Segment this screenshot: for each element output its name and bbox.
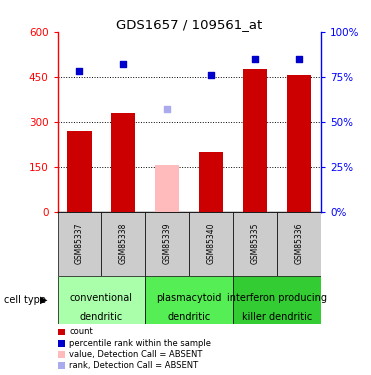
- Text: killer dendritic: killer dendritic: [242, 312, 312, 322]
- Text: GSM85335: GSM85335: [250, 223, 260, 264]
- Bar: [111, 113, 135, 212]
- Text: interferon producing: interferon producing: [227, 292, 327, 303]
- Text: GSM85337: GSM85337: [75, 223, 84, 264]
- Text: value, Detection Call = ABSENT: value, Detection Call = ABSENT: [69, 350, 203, 359]
- Text: ▶: ▶: [40, 295, 47, 305]
- Bar: [233, 276, 321, 324]
- Bar: [145, 276, 233, 324]
- Text: percentile rank within the sample: percentile rank within the sample: [69, 339, 211, 348]
- Text: GSM85336: GSM85336: [295, 223, 303, 264]
- Text: plasmacytoid: plasmacytoid: [157, 292, 222, 303]
- Point: [76, 69, 82, 75]
- Bar: [233, 212, 277, 276]
- Bar: [58, 212, 101, 276]
- Bar: [287, 75, 311, 212]
- Bar: [243, 69, 267, 212]
- Bar: [199, 152, 223, 212]
- Bar: [101, 212, 145, 276]
- Text: count: count: [69, 327, 93, 336]
- Text: conventional: conventional: [70, 292, 133, 303]
- Point: [164, 106, 170, 112]
- Text: rank, Detection Call = ABSENT: rank, Detection Call = ABSENT: [69, 361, 198, 370]
- Point: [252, 56, 258, 62]
- Point: [296, 56, 302, 62]
- Bar: [58, 276, 145, 324]
- Text: cell type: cell type: [4, 295, 46, 305]
- Text: GSM85339: GSM85339: [163, 223, 172, 264]
- Title: GDS1657 / 109561_at: GDS1657 / 109561_at: [116, 18, 262, 31]
- Point: [121, 61, 127, 67]
- Text: dendritic: dendritic: [168, 312, 211, 322]
- Bar: [145, 212, 189, 276]
- Bar: [189, 212, 233, 276]
- Bar: [155, 165, 179, 212]
- Point: [208, 72, 214, 78]
- Text: dendritic: dendritic: [80, 312, 123, 322]
- Bar: [277, 212, 321, 276]
- Text: GSM85340: GSM85340: [207, 223, 216, 264]
- Bar: [68, 131, 92, 212]
- Text: GSM85338: GSM85338: [119, 223, 128, 264]
